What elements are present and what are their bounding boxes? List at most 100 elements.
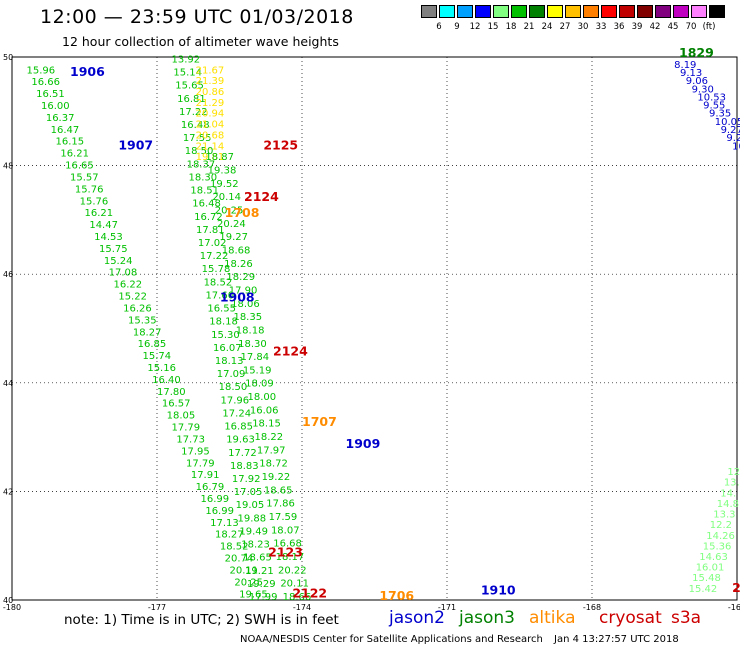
swh-value: 18.18 <box>236 325 265 336</box>
swh-value: 15.42 <box>689 584 718 595</box>
swh-value: 12. <box>727 467 740 478</box>
swh-value: 15.30 <box>211 330 240 341</box>
swh-value: 15.76 <box>80 196 109 207</box>
legend-label: 18 <box>505 22 517 32</box>
swh-value: 16.81 <box>177 94 206 105</box>
pass-time-label: 2124 <box>273 344 308 359</box>
swh-value: 15.36 <box>703 541 732 552</box>
swh-value: 16.07 <box>213 343 242 354</box>
swh-value: 18.18 <box>209 317 238 328</box>
legend-swatch <box>655 5 671 18</box>
swh-value: 16.22 <box>114 280 143 291</box>
swh-value: 21.04 <box>196 120 225 131</box>
legend-label: 39 <box>631 22 643 32</box>
swh-value: 16.99 <box>205 506 234 517</box>
swh-value: 19.49 <box>239 526 268 537</box>
legend-label: 6 <box>436 22 442 32</box>
swh-value: 12.2 <box>710 520 732 531</box>
swh-value: 20.11 <box>280 579 309 590</box>
pass-time-label: 1829 <box>679 45 714 60</box>
swh-value: 19.88 <box>238 513 267 524</box>
x-tick-label: -177 <box>148 603 166 612</box>
swh-value: 19.27 <box>219 232 248 243</box>
legend-swatch <box>565 5 581 18</box>
legend-swatch <box>583 5 599 18</box>
swh-value: 9.13 <box>680 68 702 79</box>
swh-value: 15.65 <box>175 81 204 92</box>
swh-value: 20.86 <box>196 87 225 98</box>
swh-value: 18.87 <box>205 152 234 163</box>
swh-value: 16.66 <box>31 77 60 88</box>
swh-value: 19.22 <box>262 472 291 483</box>
swh-value: 19.81 <box>196 152 225 163</box>
swh-value: 10.05 <box>715 117 740 128</box>
legend-label: 45 <box>667 22 679 32</box>
legend-label: 27 <box>559 22 571 32</box>
legend-swatch <box>601 5 617 18</box>
swh-value: 20.94 <box>196 109 225 120</box>
swh-value: 16.40 <box>152 375 181 386</box>
footnote: note: 1) Time is in UTC; 2) SWH is in fe… <box>64 612 339 628</box>
pass-time-label: 2123 <box>268 545 303 560</box>
swh-value: 21.14 <box>196 141 225 152</box>
swh-value: 15.35 <box>128 315 157 326</box>
swh-value: 15.75 <box>99 244 128 255</box>
map-frame <box>11 56 738 601</box>
swh-value: 17.79 <box>186 458 215 469</box>
swh-value: 20.22 <box>278 565 307 576</box>
legend-label: 12 <box>469 22 481 32</box>
legend-label: 9 <box>454 22 460 32</box>
swh-value: 18.29 <box>226 272 255 283</box>
swh-value: 18.37 <box>187 159 216 170</box>
pass-time-label: 1706 <box>379 588 414 603</box>
legend-swatch <box>547 5 563 18</box>
swh-value: 18.15 <box>252 419 281 430</box>
swh-value: 17.59 <box>269 512 298 523</box>
swh-value: 16.48 <box>181 120 210 131</box>
swh-value: 18.65 <box>264 485 293 496</box>
swh-value: 16.55 <box>207 304 236 315</box>
swh-value: 15.96 <box>27 65 56 76</box>
swh-value: 18.17 <box>276 552 305 563</box>
swh-value: 18.00 <box>248 392 277 403</box>
swh-value: 21.39 <box>196 76 225 87</box>
swh-value: 17.05 <box>234 487 263 498</box>
pass-time-label: 21 <box>732 580 740 595</box>
swh-value: 14.63 <box>699 552 728 563</box>
swh-value: 18.52 <box>220 542 249 553</box>
swh-value: 18.35 <box>233 312 262 323</box>
legend-s3a: s3a <box>671 608 702 628</box>
swh-value: 14.53 <box>94 232 123 243</box>
swh-value: 9.06 <box>686 76 708 87</box>
swh-value: 16.01 <box>696 563 725 574</box>
swh-value: 18.50 <box>219 382 248 393</box>
swh-value: 17.80 <box>157 387 186 398</box>
swh-value: 19.05 <box>236 500 265 511</box>
pass-time-label: 2124 <box>244 189 279 204</box>
legend-label: 36 <box>613 22 625 32</box>
swh-value: 9.27 <box>721 125 740 136</box>
swh-value: 19.38 <box>208 165 237 176</box>
swh-value: 16.06 <box>250 405 279 416</box>
legend-swatch <box>529 5 545 18</box>
x-tick-label: -168 <box>583 603 601 612</box>
swh-value: 16.37 <box>46 113 75 124</box>
x-tick-label: -180 <box>3 603 21 612</box>
page-title: 12:00 — 23:59 UTC 01/03/2018 <box>40 6 354 28</box>
swh-value: 10.53 <box>697 92 726 103</box>
y-tick-label: 44 <box>3 379 13 388</box>
swh-value: 18.06 <box>231 299 260 310</box>
pass-time-label: 2125 <box>263 137 298 152</box>
swh-value: 20.74 <box>225 554 254 565</box>
swh-value: 13.3 <box>713 510 735 521</box>
swh-value: 20.14 <box>212 192 241 203</box>
swh-value: 17.84 <box>240 352 269 363</box>
swh-value: 18.68 <box>222 245 251 256</box>
pass-time-label: 1908 <box>220 289 255 304</box>
swh-value: 9.55 <box>703 101 725 112</box>
swh-value: 17.96 <box>221 395 250 406</box>
swh-value: 16.15 <box>56 137 85 148</box>
swh-value: 14.8 <box>717 499 739 510</box>
swh-value: 19.63 <box>226 435 255 446</box>
